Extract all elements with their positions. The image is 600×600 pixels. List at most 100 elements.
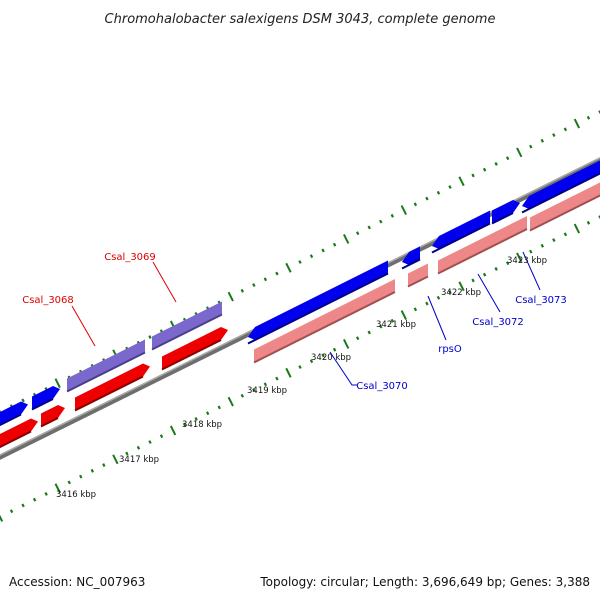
inner-ring-minor-tick: [205, 411, 210, 416]
outer-ring-minor-tick: [482, 167, 487, 172]
gene-label-csal-3073: Csal_3073: [515, 295, 567, 306]
outer-ring-minor-tick: [529, 144, 533, 149]
inner-ring-minor-tick: [586, 220, 591, 225]
outer-ring-minor-tick: [436, 190, 441, 195]
inner-ring-major-tick: [112, 454, 119, 465]
forward-gene-rpso: [402, 246, 420, 265]
inner-ring-minor-tick: [482, 272, 487, 277]
inner-ring-minor-tick: [102, 463, 106, 468]
inner-ring-minor-tick: [309, 359, 314, 364]
forward-gene-csal-3068: [67, 339, 145, 392]
genome-summary-text: Topology: circular; Length: 3,696,649 bp…: [259, 575, 590, 589]
outer-ring-minor-tick: [563, 127, 568, 132]
outer-ring-minor-tick: [367, 225, 371, 230]
inner-ring-major-tick: [573, 223, 581, 234]
reverse-gene-block-shadow: [0, 430, 32, 449]
csal-3072-leader: [477, 273, 501, 313]
inner-ring-major-tick: [516, 252, 523, 263]
reverse-gene-csal-3073: [530, 182, 600, 231]
inner-ring-minor-tick: [9, 509, 14, 514]
outer-ring-minor-tick: [552, 133, 556, 138]
forward-gene-block-shadow: [31, 398, 54, 411]
inner-ring-minor-tick: [529, 249, 533, 254]
outer-ring-major-tick: [227, 291, 234, 302]
outer-ring-minor-tick: [355, 231, 360, 236]
reverse-gene-block: [0, 418, 38, 447]
forward-gene-rpso-shadow: [401, 258, 421, 270]
inner-ring-minor-tick: [563, 232, 568, 237]
reverse-gene-rpso: [408, 263, 428, 287]
csal-3070-leader: [329, 351, 357, 386]
inner-ring-major-tick: [169, 425, 177, 436]
reverse-gene-block-shadow: [40, 417, 59, 428]
reverse-gene-csal-3072-shadow: [437, 228, 528, 275]
gene-labels: Csal_3068 Csal_3069 Csal_3070 rpsO Csal_…: [22, 251, 567, 392]
outer-ring-major-tick: [54, 378, 61, 389]
reverse-gene-csal-3070: [254, 279, 395, 363]
inner-ring-minor-tick: [552, 238, 556, 243]
forward-gene-block: [32, 386, 60, 410]
inner-ring-minor-tick: [275, 376, 279, 381]
tick-label-3422: 3422 kbp: [441, 288, 481, 298]
outer-ring-major-tick: [573, 118, 581, 129]
forward-gene-block: [492, 200, 520, 224]
inner-ring-minor-tick: [540, 243, 544, 248]
forward-gene-csal-3072: [432, 210, 490, 249]
reverse-gene-csal-3068: [75, 363, 150, 411]
inner-ring-minor-tick: [21, 503, 25, 508]
inner-ring-minor-tick: [448, 290, 452, 294]
forward-gene-csal-3072-shadow: [431, 222, 491, 254]
reverse-gene-csal-3068-shadow: [74, 375, 144, 412]
outer-ring-minor-tick: [448, 185, 452, 189]
outer-ring-minor-tick: [263, 277, 268, 282]
inner-ring-major-tick: [0, 514, 4, 522]
gene-label-csal-3069: Csal_3069: [104, 252, 156, 263]
outer-ring-major-tick: [400, 205, 407, 216]
inner-ring-minor-tick: [44, 492, 48, 496]
inner-ring-minor-tick: [321, 353, 325, 358]
inner-ring-minor-tick: [505, 261, 510, 266]
feature-track: [0, 160, 600, 449]
gene-label-rpso: rpsO: [438, 344, 462, 355]
outer-ring-major-tick: [516, 147, 523, 158]
outer-ring-minor-tick: [321, 248, 325, 253]
outer-ring-minor-tick: [413, 202, 418, 207]
forward-gene-block-shadow: [491, 212, 514, 225]
outer-ring-minor-tick: [275, 271, 279, 276]
outer-ring-minor-tick: [425, 196, 429, 201]
outer-ring-minor-tick: [540, 138, 544, 143]
outer-ring-minor-tick: [21, 398, 25, 403]
reverse-gene-csal-3070-shadow: [253, 291, 396, 364]
inner-ring-minor-tick: [32, 497, 37, 502]
outer-ring-minor-tick: [494, 162, 498, 166]
tick-label-3423: 3423 kbp: [507, 256, 547, 266]
inner-ring-minor-tick: [240, 393, 244, 398]
inner-ring-minor-tick: [90, 468, 95, 473]
outer-ring-major-tick: [285, 262, 292, 273]
outer-ring-minor-tick: [309, 254, 314, 259]
inner-ring-major-tick: [54, 483, 61, 494]
forward-gene-csal-3073-shadow: [521, 172, 600, 214]
accession-text: Accession: NC_007963: [9, 575, 145, 589]
forward-gene-csal-3070-shadow: [247, 272, 389, 345]
inner-ring-minor-tick: [182, 422, 187, 427]
inner-ring-minor-tick: [148, 440, 152, 444]
outer-ring-minor-tick: [390, 213, 394, 218]
tick-label-3421: 3421 kbp: [376, 320, 416, 330]
csal-3069-leader: [152, 261, 177, 303]
inner-ring-minor-tick: [263, 382, 268, 387]
inner-ring-major-tick: [227, 396, 234, 407]
inner-ring-minor-tick: [79, 474, 83, 479]
inner-ring-major-tick: [400, 310, 407, 321]
inner-ring-minor-tick: [194, 417, 198, 421]
forward-gene-csal-3068-shadow: [66, 351, 146, 393]
forward-gene-csal-3070: [248, 260, 388, 340]
inner-ring-major-tick: [285, 367, 292, 378]
inner-ring-minor-tick: [217, 405, 221, 410]
gene-label-csal-3070: Csal_3070: [356, 381, 408, 392]
reverse-gene-csal-3073-shadow: [529, 194, 600, 232]
outer-ring-minor-tick: [505, 156, 510, 161]
outer-ring-minor-tick: [586, 115, 591, 120]
csal-3068-leader: [71, 305, 96, 347]
reverse-gene-rpso-shadow: [407, 275, 429, 288]
